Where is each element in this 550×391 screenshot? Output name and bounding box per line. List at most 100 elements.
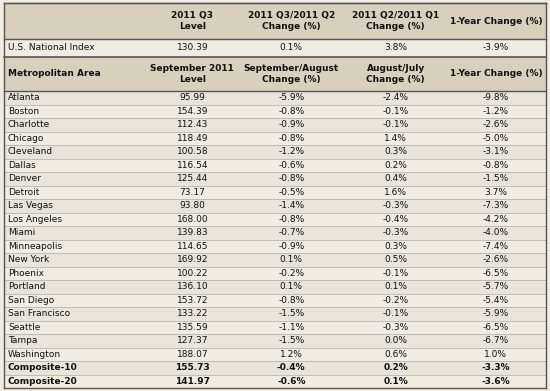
- Text: 133.22: 133.22: [177, 309, 208, 318]
- Text: -2.6%: -2.6%: [483, 255, 509, 264]
- Text: 112.43: 112.43: [177, 120, 208, 129]
- Text: San Francisco: San Francisco: [8, 309, 70, 318]
- Text: -0.1%: -0.1%: [382, 269, 409, 278]
- Text: 0.4%: 0.4%: [384, 174, 407, 183]
- Text: Miami: Miami: [8, 228, 35, 237]
- Bar: [4, 104, 546, 118]
- Text: -3.6%: -3.6%: [482, 377, 510, 386]
- Text: 154.39: 154.39: [177, 107, 208, 116]
- Text: -0.9%: -0.9%: [278, 242, 304, 251]
- Text: -1.2%: -1.2%: [278, 147, 304, 156]
- Text: Cleveland: Cleveland: [8, 147, 53, 156]
- Text: -1.5%: -1.5%: [483, 174, 509, 183]
- Text: San Diego: San Diego: [8, 296, 54, 305]
- Text: Dallas: Dallas: [8, 161, 36, 170]
- Bar: [4, 361, 546, 375]
- Text: 1.4%: 1.4%: [384, 134, 407, 143]
- Text: -0.8%: -0.8%: [278, 215, 304, 224]
- Text: Chicago: Chicago: [8, 134, 45, 143]
- Bar: [4, 39, 546, 57]
- Text: 118.49: 118.49: [177, 134, 208, 143]
- Text: 135.59: 135.59: [177, 323, 208, 332]
- Text: 0.1%: 0.1%: [280, 43, 302, 52]
- Text: -1.2%: -1.2%: [483, 107, 509, 116]
- Text: -0.3%: -0.3%: [382, 201, 409, 210]
- Text: 136.10: 136.10: [177, 282, 208, 291]
- Text: -0.3%: -0.3%: [382, 323, 409, 332]
- Bar: [4, 267, 546, 280]
- Text: 3.8%: 3.8%: [384, 43, 407, 52]
- Text: Las Vegas: Las Vegas: [8, 201, 53, 210]
- Text: Phoenix: Phoenix: [8, 269, 44, 278]
- Text: -1.1%: -1.1%: [278, 323, 304, 332]
- Bar: [4, 307, 546, 321]
- Text: August/July
Change (%): August/July Change (%): [366, 64, 425, 84]
- Text: Detroit: Detroit: [8, 188, 40, 197]
- Text: 100.58: 100.58: [177, 147, 208, 156]
- Text: -0.7%: -0.7%: [278, 228, 304, 237]
- Text: -0.8%: -0.8%: [278, 134, 304, 143]
- Text: 0.3%: 0.3%: [384, 242, 407, 251]
- Text: -7.4%: -7.4%: [483, 242, 509, 251]
- Text: 93.80: 93.80: [179, 201, 205, 210]
- Text: 95.99: 95.99: [179, 93, 205, 102]
- Text: 168.00: 168.00: [177, 215, 208, 224]
- Text: -0.1%: -0.1%: [382, 107, 409, 116]
- Text: Tampa: Tampa: [8, 336, 37, 345]
- Bar: [4, 91, 546, 104]
- Text: 100.22: 100.22: [177, 269, 208, 278]
- Text: -0.1%: -0.1%: [382, 120, 409, 129]
- Text: -5.4%: -5.4%: [483, 296, 509, 305]
- Text: -7.3%: -7.3%: [483, 201, 509, 210]
- Bar: [4, 253, 546, 267]
- Bar: [4, 3, 546, 39]
- Text: September 2011
Level: September 2011 Level: [150, 64, 234, 84]
- Text: -4.2%: -4.2%: [483, 215, 509, 224]
- Text: Boston: Boston: [8, 107, 39, 116]
- Text: September/August
Change (%): September/August Change (%): [244, 64, 339, 84]
- Text: 0.3%: 0.3%: [384, 147, 407, 156]
- Text: -0.9%: -0.9%: [278, 120, 304, 129]
- Text: U.S. National Index: U.S. National Index: [8, 43, 95, 52]
- Text: -5.7%: -5.7%: [483, 282, 509, 291]
- Text: 1.6%: 1.6%: [384, 188, 407, 197]
- Bar: [4, 348, 546, 361]
- Text: Minneapolis: Minneapolis: [8, 242, 62, 251]
- Text: -1.5%: -1.5%: [278, 309, 304, 318]
- Text: -0.4%: -0.4%: [383, 215, 409, 224]
- Bar: [4, 131, 546, 145]
- Text: 1-Year Change (%): 1-Year Change (%): [449, 16, 542, 25]
- Text: -0.5%: -0.5%: [278, 188, 304, 197]
- Text: 153.72: 153.72: [177, 296, 208, 305]
- Bar: [4, 185, 546, 199]
- Bar: [4, 172, 546, 185]
- Text: -3.1%: -3.1%: [483, 147, 509, 156]
- Text: 125.44: 125.44: [177, 174, 208, 183]
- Text: 0.5%: 0.5%: [384, 255, 407, 264]
- Text: -0.8%: -0.8%: [278, 296, 304, 305]
- Text: Charlotte: Charlotte: [8, 120, 50, 129]
- Bar: [4, 57, 546, 91]
- Bar: [4, 199, 546, 212]
- Text: -5.0%: -5.0%: [483, 134, 509, 143]
- Text: 139.83: 139.83: [177, 228, 208, 237]
- Text: -0.6%: -0.6%: [277, 377, 305, 386]
- Text: 3.7%: 3.7%: [485, 188, 507, 197]
- Text: 0.2%: 0.2%: [383, 363, 408, 372]
- Text: -9.8%: -9.8%: [483, 93, 509, 102]
- Text: Washington: Washington: [8, 350, 61, 359]
- Text: -2.4%: -2.4%: [383, 93, 409, 102]
- Bar: [4, 240, 546, 253]
- Text: 141.97: 141.97: [175, 377, 210, 386]
- Text: -6.5%: -6.5%: [483, 323, 509, 332]
- Text: -0.3%: -0.3%: [382, 228, 409, 237]
- Text: 73.17: 73.17: [179, 188, 205, 197]
- Bar: [4, 375, 546, 388]
- Bar: [4, 321, 546, 334]
- Text: New York: New York: [8, 255, 50, 264]
- Text: -0.2%: -0.2%: [383, 296, 409, 305]
- Text: -0.4%: -0.4%: [277, 363, 306, 372]
- Bar: [4, 226, 546, 240]
- Text: -1.4%: -1.4%: [278, 201, 304, 210]
- Text: 2011 Q3
Level: 2011 Q3 Level: [172, 11, 213, 31]
